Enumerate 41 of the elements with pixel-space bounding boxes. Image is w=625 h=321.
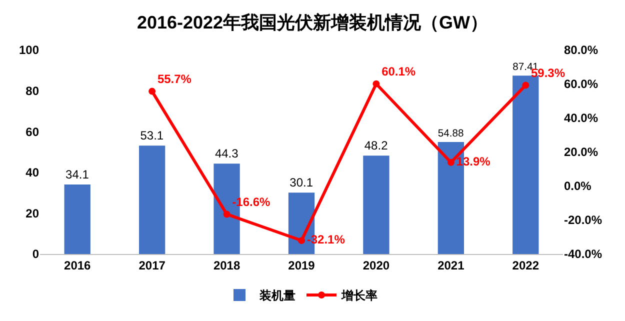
bar [363, 156, 390, 254]
y2-tick-label: -40.0% [564, 247, 602, 262]
x-tick-label: 2022 [512, 258, 540, 272]
point [298, 237, 305, 244]
x-tick-label: 2017 [138, 258, 166, 272]
y-tick-label: 20 [26, 206, 40, 220]
x-tick-label: 2019 [288, 258, 316, 272]
y-tick-label: 100 [18, 43, 40, 58]
legend-label: 装机量 [258, 288, 296, 303]
y2-tick-label: 20.0% [564, 145, 598, 160]
x-tick-label: 2020 [362, 258, 390, 272]
point [223, 210, 230, 218]
chart-title: 2016-2022年我国光伏新增装机情况（GW） [136, 12, 488, 33]
bar [139, 146, 166, 254]
y2-tick-label: 40.0% [564, 111, 598, 126]
y-tick-label: 0 [32, 247, 40, 262]
y2-tick-label: -20.0% [564, 213, 602, 228]
point [447, 158, 454, 166]
x-tick-label: 2021 [438, 258, 465, 272]
x-tick-label: 2016 [64, 258, 92, 272]
data-label: 48.2 [364, 138, 388, 153]
data-label: 60.1% [382, 64, 416, 78]
data-label: 34.1 [66, 167, 90, 182]
data-label: 44.3 [214, 146, 239, 161]
y-tick-label: 80 [26, 84, 40, 98]
data-label: 55.7% [157, 72, 192, 86]
data-label: 53.1 [140, 128, 164, 143]
bar [512, 76, 539, 254]
x-tick-label: 2018 [213, 258, 240, 272]
point [148, 88, 156, 95]
bar [64, 184, 90, 254]
data-label: 30.1 [290, 176, 314, 190]
y-tick-label: 40 [26, 166, 40, 180]
point [522, 82, 530, 89]
y2-tick-label: 60.0% [564, 77, 598, 92]
point [372, 80, 380, 88]
y2-tick-label: 80.0% [564, 43, 598, 58]
y2-tick-label: 0.0% [564, 179, 592, 194]
data-label: 54.88 [438, 128, 464, 140]
legend-label: 增长率 [340, 288, 378, 303]
y-tick-label: 60 [26, 124, 40, 139]
